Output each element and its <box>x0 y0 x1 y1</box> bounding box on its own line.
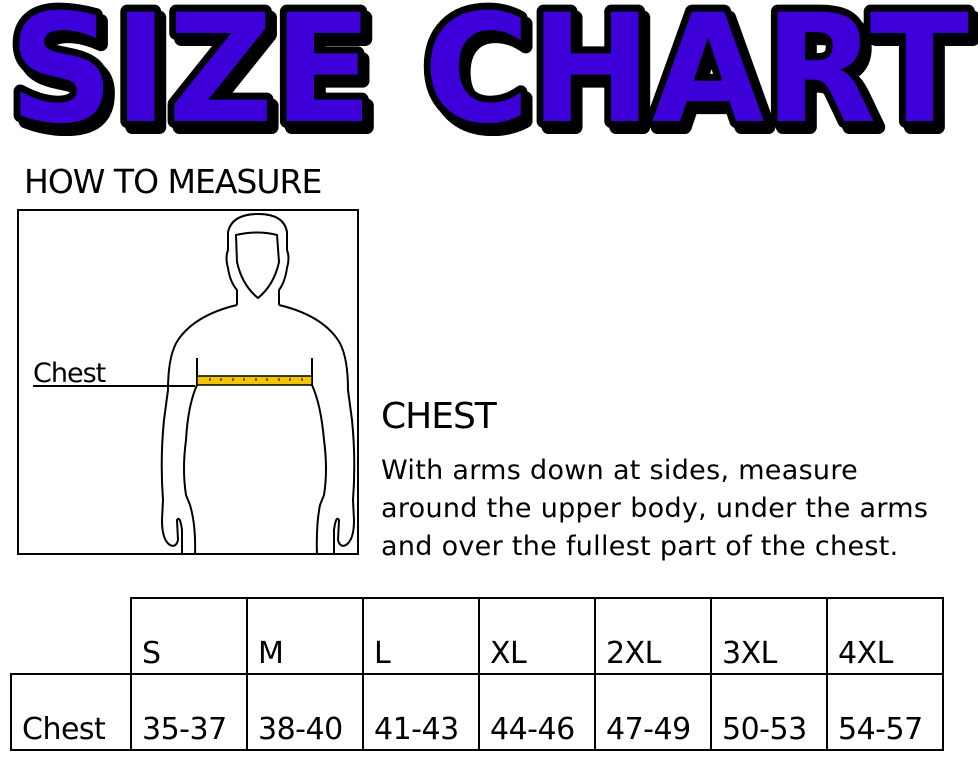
body-outline-icon <box>33 212 356 556</box>
size-header: 2XL <box>594 597 712 675</box>
table-cell: 47-49 <box>594 673 712 751</box>
table-cell: 38-40 <box>246 673 364 751</box>
row-label: Chest <box>10 673 132 751</box>
table-row: Chest 35-37 38-40 41-43 44-46 47-49 50-5… <box>10 673 944 751</box>
empty-corner-cell <box>11 598 131 675</box>
size-header: M <box>246 597 364 675</box>
title-text: SIZE CHART <box>9 0 969 136</box>
chest-heading: CHEST <box>381 396 497 437</box>
instruction-line: around the upper body, under the arms <box>381 493 929 524</box>
size-header: 4XL <box>826 597 944 675</box>
chest-instructions: With arms down at sides, measure around … <box>381 452 978 566</box>
figure-frame <box>17 209 359 555</box>
instruction-line: With arms down at sides, measure <box>381 455 859 486</box>
table-cell: 50-53 <box>710 673 828 751</box>
instruction-line: and over the fullest part of the chest. <box>381 531 899 562</box>
table-cell: 41-43 <box>362 673 480 751</box>
table-cell: 35-37 <box>130 673 248 751</box>
size-header: XL <box>478 597 596 675</box>
size-chart-title: SIZE CHART <box>0 0 978 164</box>
size-header: 3XL <box>710 597 828 675</box>
figure-chest-label: Chest <box>33 358 106 389</box>
table-cell: 44-46 <box>478 673 596 751</box>
table-cell: 54-57 <box>826 673 944 751</box>
size-header-row: S M L XL 2XL 3XL 4XL <box>11 597 944 675</box>
measuring-tape-icon <box>196 375 313 386</box>
size-header: S <box>130 597 248 675</box>
size-header: L <box>362 597 480 675</box>
size-table: S M L XL 2XL 3XL 4XL Chest 35-37 38-40 4… <box>10 597 944 751</box>
tape-ticks <box>209 378 303 381</box>
how-to-measure-heading: HOW TO MEASURE <box>24 162 322 201</box>
